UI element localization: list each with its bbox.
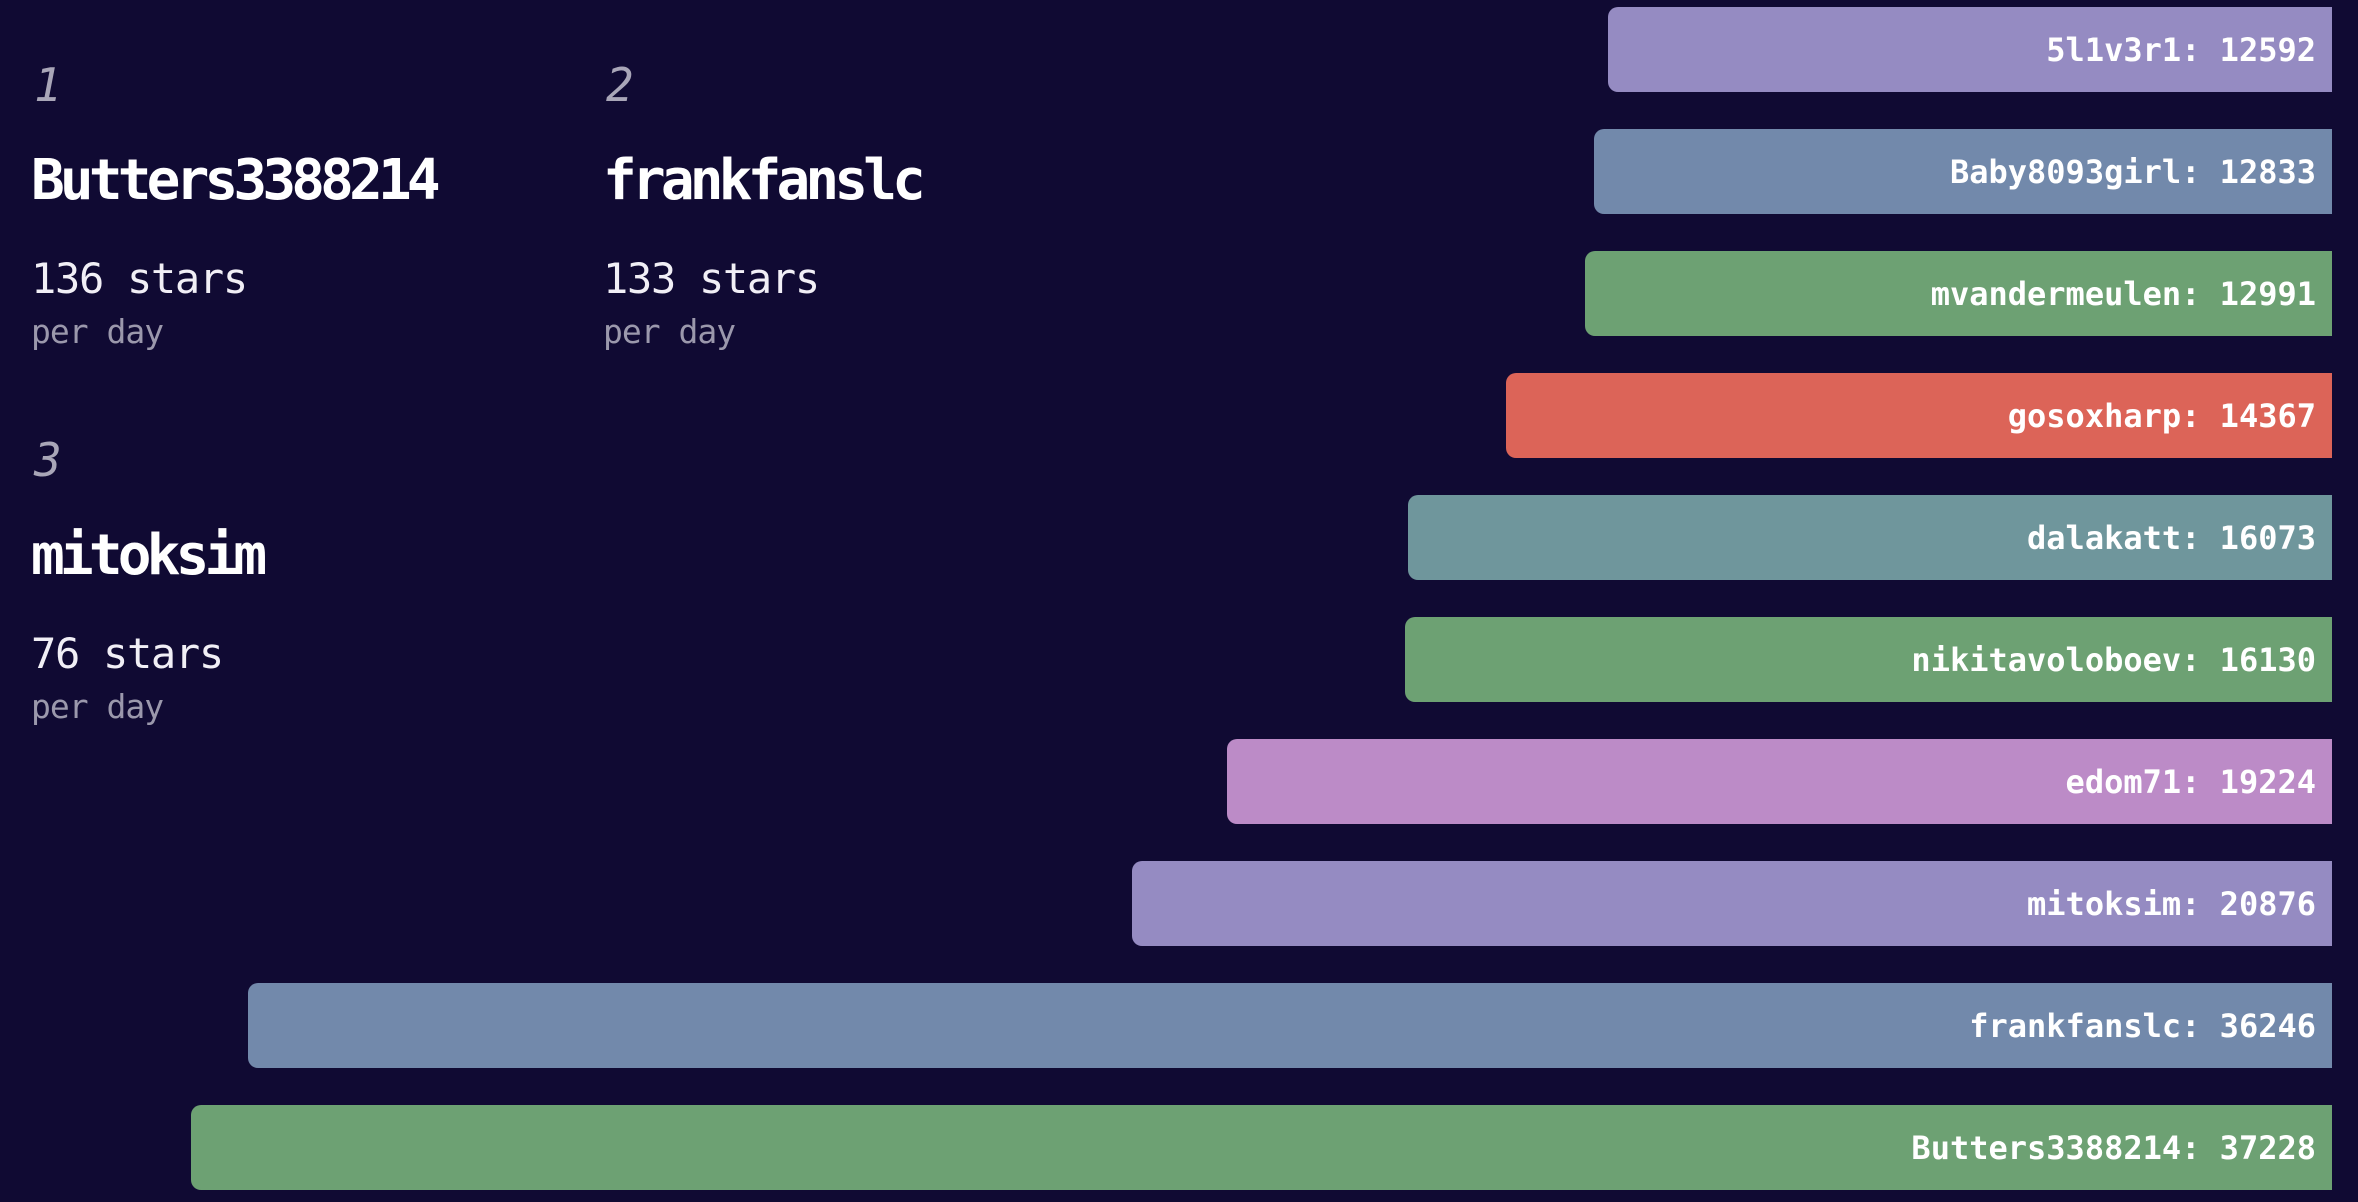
bar: frankfanslc: 36246 [248, 983, 2332, 1068]
stars-unit: per day [31, 312, 164, 351]
bar: edom71: 19224 [1227, 739, 2332, 824]
bar: mitoksim: 20876 [1132, 861, 2332, 946]
rank-username: mitoksim [31, 523, 267, 588]
rank-username: Butters3388214 [31, 148, 441, 213]
bar: Baby8093girl: 12833 [1594, 129, 2332, 214]
bar-label: mvandermeulen: 12991 [1930, 274, 2316, 313]
bar: Butters3388214: 37228 [191, 1105, 2332, 1190]
bar-label: gosoxharp: 14367 [2007, 396, 2316, 435]
bar: nikitavoloboev: 16130 [1405, 617, 2332, 702]
bar-label: mitoksim: 20876 [2027, 884, 2316, 923]
bar-label: 5l1v3r1: 12592 [2046, 30, 2316, 69]
bar-label: Butters3388214: 37228 [1911, 1128, 2316, 1167]
rank-username: frankfanslc [603, 148, 926, 213]
bar: dalakatt: 16073 [1408, 495, 2332, 580]
rank-number: 2 [606, 58, 634, 112]
rank-number: 1 [34, 58, 62, 112]
stars-rate: 136 stars [31, 254, 248, 303]
bar-label: frankfanslc: 36246 [1969, 1006, 2316, 1045]
bar-label: dalakatt: 16073 [2027, 518, 2316, 557]
rank-card-1: 1 Butters3388214 136 stars per day [31, 0, 596, 372]
stars-unit: per day [31, 687, 164, 726]
stars-rate: 133 stars [603, 254, 820, 303]
stars-rate: 76 stars [31, 629, 224, 678]
bar-label: Baby8093girl: 12833 [1949, 152, 2316, 191]
bar: 5l1v3r1: 12592 [1608, 7, 2332, 92]
bar-label: nikitavoloboev: 16130 [1911, 640, 2316, 679]
stars-unit: per day [603, 312, 736, 351]
rank-card-3: 3 mitoksim 76 stars per day [31, 375, 596, 747]
bar: mvandermeulen: 12991 [1585, 251, 2332, 336]
bar: gosoxharp: 14367 [1506, 373, 2332, 458]
bar-label: edom71: 19224 [2065, 762, 2316, 801]
rank-number: 3 [34, 433, 62, 487]
rank-card-2: 2 frankfanslc 133 stars per day [603, 0, 1168, 372]
